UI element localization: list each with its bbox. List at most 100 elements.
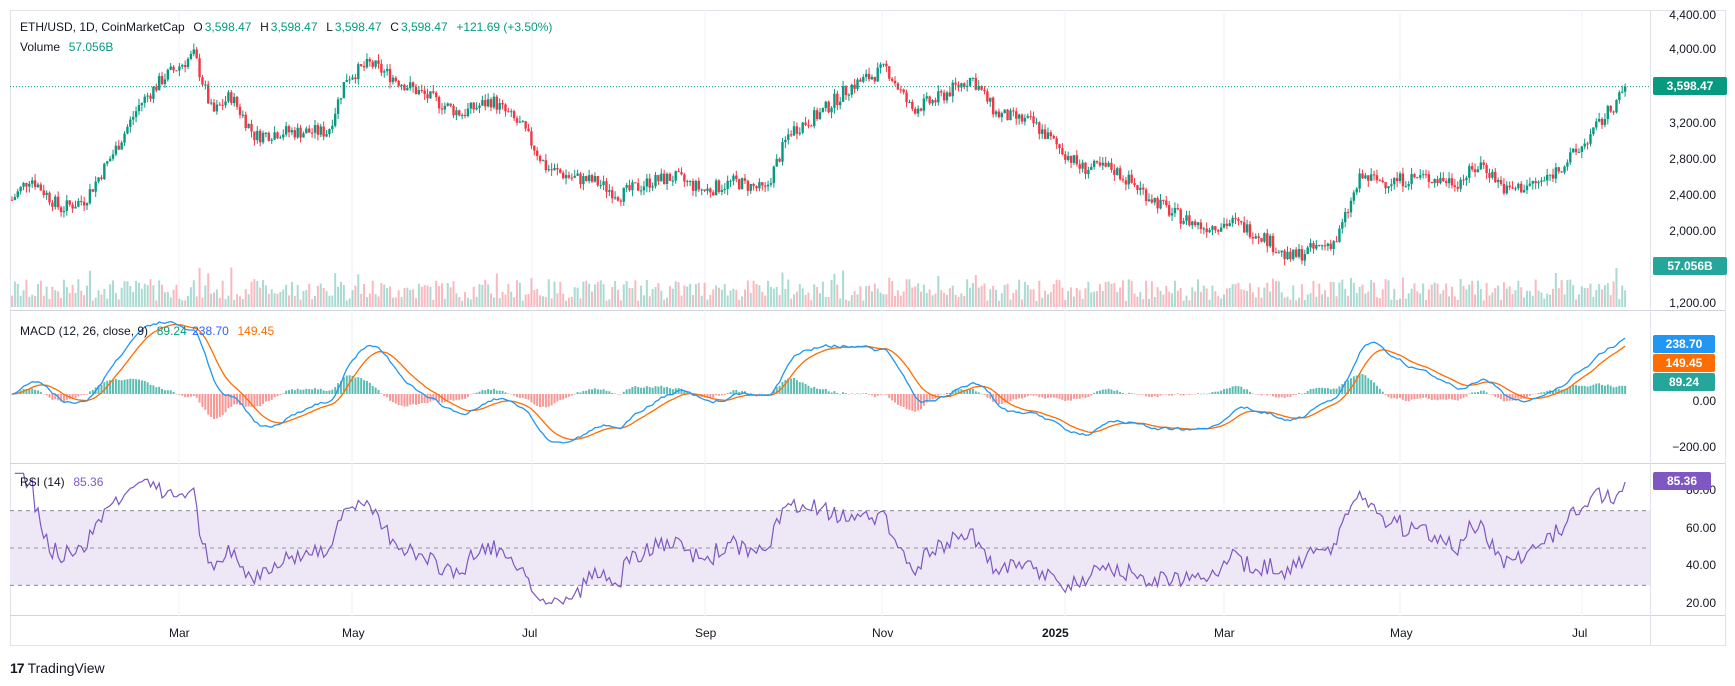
volume-bar — [391, 297, 394, 307]
volume-bar — [1534, 279, 1537, 307]
candle-body — [1416, 177, 1419, 179]
candle-body — [787, 134, 790, 140]
candle-body — [137, 105, 141, 112]
volume-bar — [386, 287, 389, 307]
price-tick: 2,000.00 — [1669, 224, 1716, 238]
macd-histogram-bar — [461, 394, 464, 400]
candle-body — [1107, 162, 1110, 167]
x-tick: Mar — [169, 626, 190, 640]
candle-body — [426, 94, 429, 99]
macd-histogram-bar — [498, 390, 501, 394]
macd-histogram-bar — [660, 385, 663, 394]
volume-bar — [296, 284, 299, 307]
macd-histogram-bar — [844, 393, 847, 394]
macd-histogram-bar — [931, 394, 934, 400]
macd-histogram-bar — [989, 394, 992, 399]
volume-bar — [544, 297, 547, 307]
low-value: 3,598.47 — [334, 20, 382, 34]
volume-bar — [230, 267, 233, 307]
volume-bar — [1358, 286, 1361, 307]
candle-body — [697, 180, 700, 190]
candle-body — [873, 76, 877, 82]
tradingview-logo[interactable]: 17 TradingView — [10, 660, 105, 676]
candle-body — [637, 183, 640, 191]
volume-bar — [582, 281, 585, 307]
volume-bar — [706, 299, 709, 307]
volume-bar — [1104, 281, 1107, 307]
macd-histogram-bar — [146, 382, 149, 394]
macd-histogram-bar — [386, 394, 389, 398]
macd-histogram-bar — [1586, 386, 1589, 394]
candle-body — [152, 86, 155, 99]
volume-bar — [1390, 299, 1393, 307]
candle-body — [836, 93, 839, 106]
volume-bar — [674, 281, 677, 307]
macd-histogram-bar — [1142, 394, 1145, 395]
volume-bar — [1497, 285, 1500, 307]
macd-histogram-bar — [198, 394, 201, 403]
candle-body — [867, 73, 871, 80]
volume-bar — [625, 281, 628, 307]
volume-bar — [1277, 281, 1280, 307]
volume-bar — [149, 279, 152, 307]
candle-body — [411, 82, 415, 87]
macd-histogram-bar — [850, 393, 853, 394]
candle-body — [1147, 199, 1151, 202]
macd-histogram-bar — [1453, 394, 1456, 401]
macd-histogram-bar — [495, 390, 498, 394]
volume-bar — [466, 297, 469, 307]
macd-histogram-bar — [917, 394, 920, 411]
volume-bar — [876, 288, 879, 307]
volume-bar — [1517, 280, 1520, 307]
macd-histogram-bar — [1223, 389, 1225, 394]
candle-body — [660, 173, 663, 182]
macd-histogram-bar — [654, 386, 657, 394]
volume-bar — [637, 300, 640, 307]
macd-histogram-bar — [619, 394, 622, 395]
macd-histogram-bar — [339, 380, 342, 394]
macd-histogram-bar — [140, 380, 143, 394]
volume-bar — [45, 286, 48, 307]
macd-histogram-bar — [1032, 394, 1035, 396]
macd-histogram-bar — [1332, 388, 1335, 394]
candle-body — [1205, 228, 1208, 233]
candle-body — [51, 202, 54, 207]
volume-bar — [1306, 294, 1309, 307]
candle-body — [198, 58, 201, 78]
candle-body — [504, 104, 507, 112]
volume-bar — [891, 281, 894, 307]
macd-histogram-bar — [109, 380, 112, 394]
macd-histogram-bar — [1609, 385, 1612, 394]
volume-bar — [1023, 281, 1026, 307]
macd-histogram-bar — [1266, 394, 1269, 396]
volume-bar — [1098, 284, 1101, 307]
volume-bar — [709, 294, 712, 307]
macd-histogram-bar — [591, 389, 594, 394]
volume-bar — [117, 299, 120, 307]
macd-histogram-bar — [432, 394, 435, 401]
volume-bar — [1208, 299, 1211, 307]
macd-tick: 0.00 — [1692, 394, 1716, 408]
volume-bar — [1344, 289, 1347, 307]
candle-body — [512, 111, 516, 119]
macd-histogram-bar — [443, 394, 446, 402]
volume-bar — [264, 285, 267, 307]
macd-histogram-bar — [562, 394, 565, 400]
macd-histogram-bar — [865, 393, 868, 394]
volume-bar — [227, 295, 230, 307]
candle-body — [1569, 152, 1572, 163]
volume-bar — [1101, 290, 1104, 307]
volume-bar — [1471, 280, 1474, 307]
volume-bar — [611, 287, 614, 307]
candle-body — [114, 145, 118, 155]
candle-body — [1395, 178, 1399, 182]
volume-bar — [1422, 283, 1425, 307]
macd-histogram-bar — [175, 393, 178, 395]
volume-bar — [663, 299, 666, 307]
macd-histogram-bar — [279, 394, 282, 396]
candle-body — [1470, 166, 1474, 170]
candle-body — [830, 107, 833, 113]
volume-bar — [1049, 292, 1052, 307]
macd-histogram-bar — [1292, 394, 1295, 395]
